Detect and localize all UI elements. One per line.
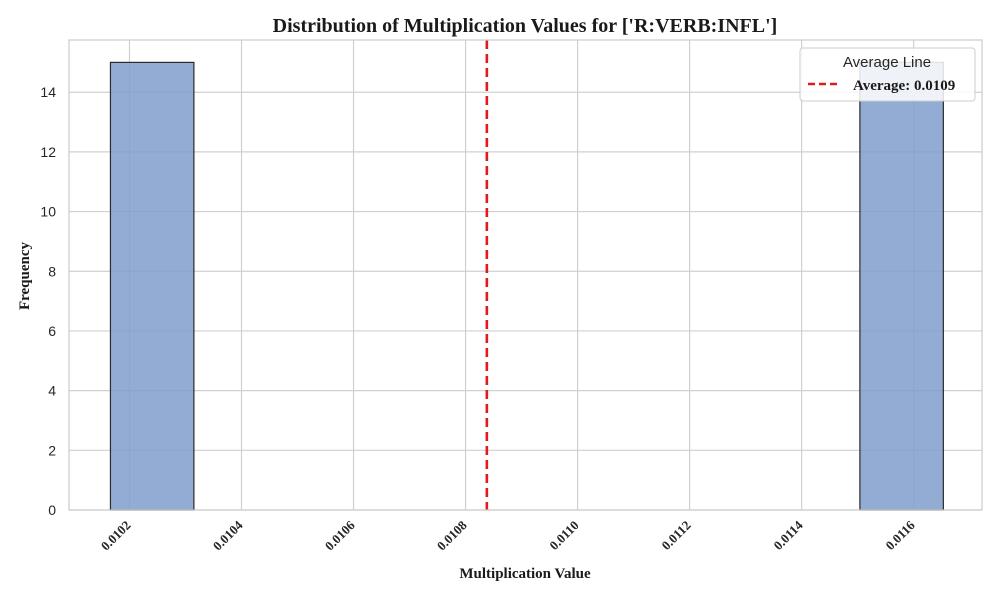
y-tick-label: 2 (48, 442, 56, 458)
x-tick-label: 0.0112 (658, 518, 693, 553)
histogram-bar (109, 61, 195, 511)
x-tick-label: 0.0108 (434, 517, 470, 553)
grid-lines (69, 40, 982, 511)
y-tick-label: 10 (40, 204, 56, 220)
chart-title: Distribution of Multiplication Values fo… (273, 15, 778, 37)
plot-frame (68, 39, 983, 511)
y-tick-label: 6 (48, 323, 56, 339)
y-axis-label: Frequency (17, 241, 33, 310)
legend-average-label: Average: 0.0109 (853, 78, 955, 94)
y-tick-label: 8 (48, 263, 56, 279)
x-tick-label: 0.0110 (546, 518, 581, 553)
x-axis-label: Multiplication Value (459, 566, 591, 582)
histogram-bar (859, 61, 944, 511)
x-tick-label: 0.0116 (882, 517, 918, 553)
legend: Average Line Average: 0.0109 (799, 47, 976, 102)
x-axis-ticks: 0.0102 0.0104 0.0106 0.0108 0.0110 0.0112 0.01… (98, 517, 918, 553)
x-tick-label: 0.0104 (210, 517, 246, 553)
x-tick-label: 0.0114 (770, 517, 806, 553)
y-tick-label: 4 (48, 383, 56, 399)
x-tick-label: 0.0106 (322, 517, 358, 553)
y-axis-ticks: 0 2 4 6 8 10 12 14 (40, 84, 56, 518)
legend-title: Average Line (843, 54, 931, 71)
y-tick-label: 0 (48, 502, 56, 518)
legend-box (799, 47, 976, 102)
histogram-bars (109, 61, 944, 511)
y-tick-label: 14 (40, 84, 56, 100)
x-tick-label: 0.0102 (98, 518, 134, 554)
y-tick-label: 12 (40, 144, 56, 160)
